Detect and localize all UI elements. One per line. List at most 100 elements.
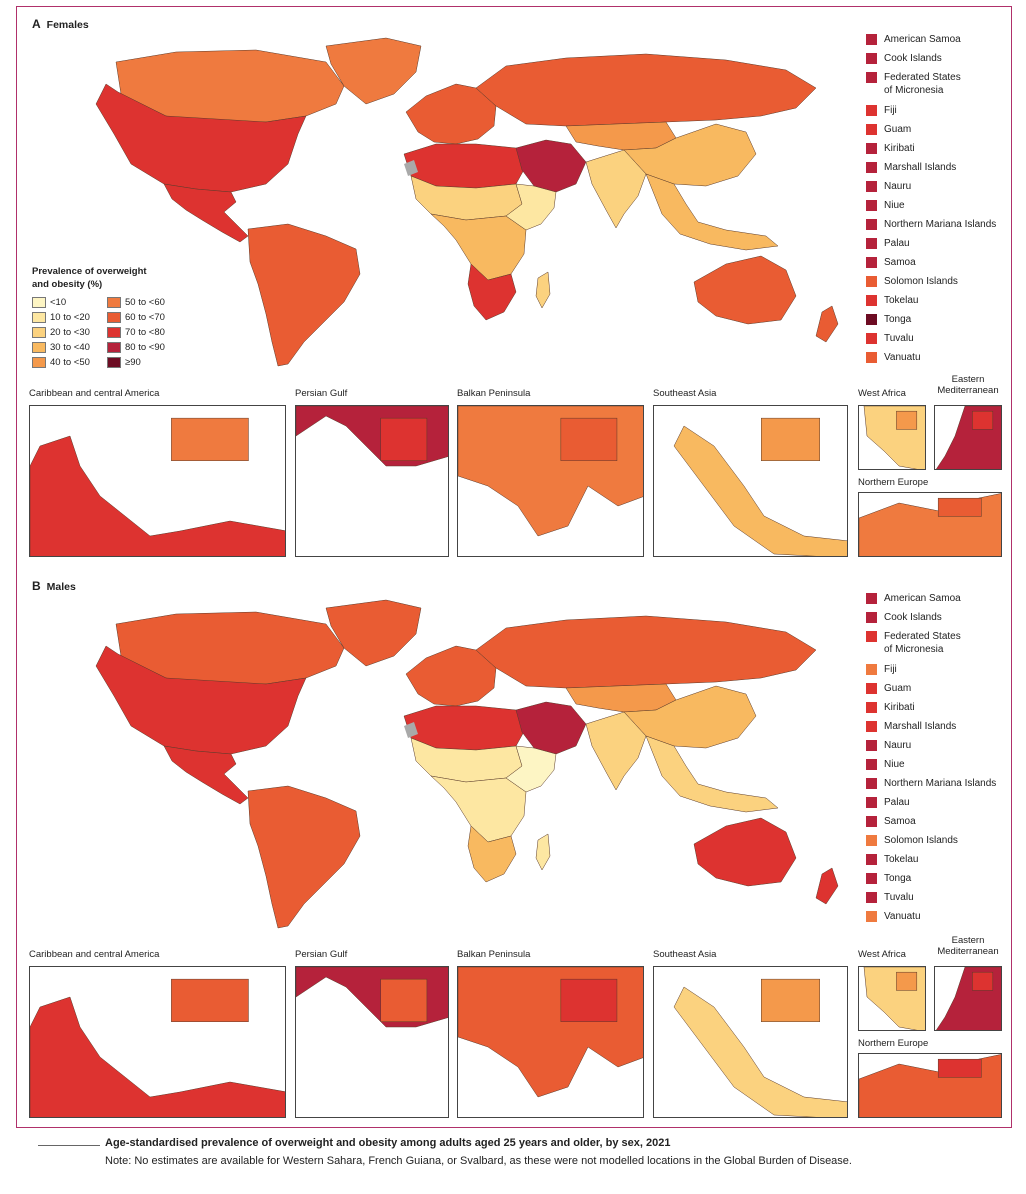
region-southeast-asia [645,173,779,251]
region-southeast-asia [645,735,779,813]
island-name: Tuvalu [884,892,914,903]
island-legend-item: Northern Mariana Islands [866,218,1006,237]
island-swatch [866,219,877,230]
inset-region-secondary [171,978,249,1022]
island-legend-item: Niue [866,758,1006,777]
world-map-males [95,599,839,929]
island-name: Guam [884,683,912,694]
region-madagascar [535,833,551,871]
legend-item: <10 [32,295,107,309]
inset-title: Eastern Mediterranean [937,374,999,396]
island-legend-item: Tokelau [866,853,1006,872]
island-legend-item: Guam [866,682,1006,701]
island-name: Nauru [884,181,912,192]
caption-rule [38,1145,100,1146]
island-swatch [866,333,877,344]
legend-item: 50 to <60 [107,295,187,309]
region-east-africa [505,745,557,793]
inset-region-secondary [972,410,994,430]
island-legend-item: Palau [866,796,1006,815]
inset-region-secondary [380,417,428,461]
island-swatch [866,162,877,173]
inset-region-secondary [972,971,994,991]
world-map-females [95,37,839,367]
island-swatch [866,34,877,45]
inset-title: Balkan Peninsula [457,949,531,960]
island-swatch [866,873,877,884]
legend-swatch [107,311,121,323]
legend-swatch [107,341,121,353]
inset-region-secondary [761,417,820,461]
island-name: Solomon Islands [884,835,958,846]
inset-map-graphic [458,406,643,537]
island-swatch [866,721,877,732]
island-legend-item: Tuvalu [866,891,1006,910]
island-swatch [866,200,877,211]
island-legend-item: Nauru [866,739,1006,758]
inset-region-secondary [560,417,618,461]
legend-swatch [107,356,121,368]
inset-map [858,405,926,470]
region-no-data [404,160,418,176]
region-russia [475,53,817,127]
island-legend-item: Tokelau [866,294,1006,313]
legend-label: 60 to <70 [125,311,165,323]
island-swatch [866,702,877,713]
region-india [585,711,647,791]
legend-item: 80 to <90 [107,340,187,354]
region-greenland [325,599,422,667]
inset-map-graphic [296,967,448,1028]
island-swatch [866,664,877,675]
region-no-data [404,722,418,738]
legend-label: 10 to <20 [50,311,90,323]
region-greenland [325,37,422,105]
inset-map [29,966,286,1118]
island-name: Kiribati [884,143,915,154]
legend-swatch [107,296,121,308]
legend-item: 60 to <70 [107,310,187,324]
inset-region-secondary [560,978,618,1022]
inset-map-graphic [30,417,285,556]
legend-label: ≥90 [125,356,141,368]
inset-map-graphic [859,1054,1001,1117]
region-central-africa [430,775,527,843]
inset-map-graphic [863,967,925,1030]
inset-title: Persian Gulf [295,388,348,399]
region-russia [475,615,817,689]
inset-map-graphic [936,967,1001,1030]
island-swatch [866,797,877,808]
region-australia [693,817,797,887]
island-legend-item: Kiribati [866,701,1006,720]
region-south-africa [467,825,517,883]
island-legend-item: Fiji [866,663,1006,682]
region-north-america [95,83,307,193]
island-name: Guam [884,124,912,135]
inset-region-secondary [937,497,982,517]
island-legend-item: Niue [866,199,1006,218]
figure-frame [16,6,1012,1128]
island-legend-item: Samoa [866,815,1006,834]
inset-region-secondary [937,1058,982,1078]
island-legend-item: Cook Islands [866,52,1006,71]
island-swatch [866,892,877,903]
legend-swatch [32,341,46,353]
island-name: Cook Islands [884,53,942,64]
inset-map [858,966,926,1031]
region-middle-east [515,701,587,755]
inset-map [295,966,449,1118]
legend-label: <10 [50,296,67,308]
inset-map-graphic [673,417,847,556]
island-legend-item: Marshall Islands [866,720,1006,739]
island-legend-item: Tonga [866,872,1006,891]
island-legend-item: Nauru [866,180,1006,199]
island-swatch [866,72,877,83]
island-swatch [866,276,877,287]
inset-map-graphic [458,967,643,1098]
inset-region-primary [673,425,847,556]
island-swatch [866,593,877,604]
island-legend-item: American Samoa [866,592,1006,611]
panel-b-label: B Males [32,579,76,593]
island-name: Fiji [884,664,897,675]
inset-title: West Africa [858,949,906,960]
region-madagascar [535,271,551,309]
